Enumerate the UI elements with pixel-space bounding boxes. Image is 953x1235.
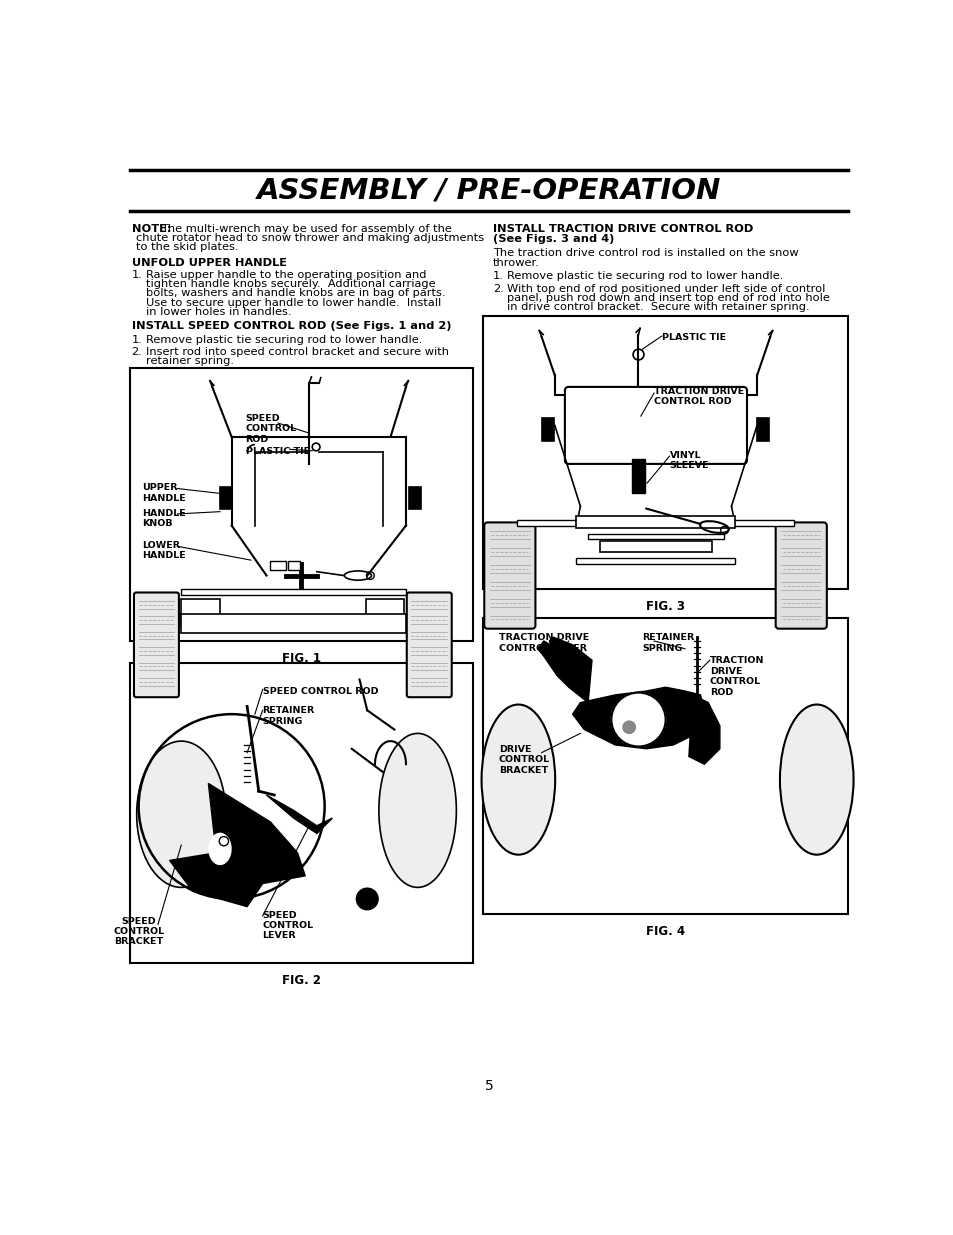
Bar <box>181 589 406 595</box>
Text: PLASTIC TIE: PLASTIC TIE <box>661 333 725 342</box>
Text: SPEED CONTROL ROD: SPEED CONTROL ROD <box>262 687 377 697</box>
Text: INSTALL TRACTION DRIVE CONTROL ROD: INSTALL TRACTION DRIVE CONTROL ROD <box>493 224 752 233</box>
Text: With top end of rod positioned under left side of control: With top end of rod positioned under lef… <box>506 284 824 294</box>
Text: RETAINER
SPRING: RETAINER SPRING <box>262 706 314 726</box>
Text: in lower holes in handles.: in lower holes in handles. <box>146 306 291 317</box>
Bar <box>576 516 735 527</box>
Bar <box>517 520 794 526</box>
Polygon shape <box>170 852 262 906</box>
FancyBboxPatch shape <box>775 522 826 629</box>
Bar <box>541 417 554 441</box>
Bar <box>483 618 847 914</box>
Circle shape <box>622 721 635 734</box>
Ellipse shape <box>209 834 231 864</box>
Text: Remove plastic tie securing rod to lower handle.: Remove plastic tie securing rod to lower… <box>506 272 782 282</box>
Text: Remove plastic tie securing rod to lower handle.: Remove plastic tie securing rod to lower… <box>146 335 421 345</box>
Bar <box>181 599 220 626</box>
Text: UNFOLD UPPER HANDLE: UNFOLD UPPER HANDLE <box>132 258 286 268</box>
Polygon shape <box>688 695 720 764</box>
Text: FIG. 3: FIG. 3 <box>645 600 684 614</box>
Text: 2.: 2. <box>132 347 142 357</box>
Polygon shape <box>266 795 332 834</box>
Text: SPEED
CONTROL
ROD: SPEED CONTROL ROD <box>245 414 296 443</box>
Text: SPEED
CONTROL
BRACKET: SPEED CONTROL BRACKET <box>113 916 164 946</box>
Bar <box>181 614 406 634</box>
Text: PLASTIC TIE: PLASTIC TIE <box>245 447 310 456</box>
FancyBboxPatch shape <box>133 593 179 698</box>
Text: VINYL
SLEEVE: VINYL SLEEVE <box>669 451 708 471</box>
Text: FIG. 2: FIG. 2 <box>281 973 320 987</box>
Text: The traction drive control rod is installed on the snow: The traction drive control rod is instal… <box>493 248 798 258</box>
Bar <box>409 487 421 509</box>
Bar <box>757 417 769 441</box>
Polygon shape <box>572 687 703 748</box>
Text: ASSEMBLY / PRE-OPERATION: ASSEMBLY / PRE-OPERATION <box>256 177 720 205</box>
Bar <box>288 561 299 571</box>
Text: thrower.: thrower. <box>493 258 539 268</box>
Text: SPEED
CONTROL
LEVER: SPEED CONTROL LEVER <box>262 910 314 940</box>
Text: The multi-wrench may be used for assembly of the: The multi-wrench may be used for assembl… <box>161 224 452 233</box>
Text: 1.: 1. <box>132 335 142 345</box>
FancyBboxPatch shape <box>484 522 535 629</box>
Text: 2.: 2. <box>493 284 503 294</box>
Text: Insert rod into speed control bracket and secure with: Insert rod into speed control bracket an… <box>146 347 448 357</box>
Text: in drive control bracket.  Secure with retainer spring.: in drive control bracket. Secure with re… <box>506 303 808 312</box>
Polygon shape <box>549 637 592 703</box>
Circle shape <box>611 693 665 746</box>
Text: retainer spring.: retainer spring. <box>146 356 233 366</box>
Text: 1.: 1. <box>132 270 142 280</box>
Text: FIG. 4: FIG. 4 <box>645 925 684 939</box>
Circle shape <box>356 888 377 910</box>
Ellipse shape <box>780 704 853 855</box>
Ellipse shape <box>378 734 456 888</box>
Text: DRIVE
CONTROL
BRACKET: DRIVE CONTROL BRACKET <box>498 745 550 774</box>
Bar <box>130 662 472 963</box>
Text: bolts, washers and handle knobs are in bag of parts.: bolts, washers and handle knobs are in b… <box>146 288 445 299</box>
Polygon shape <box>208 783 305 883</box>
Text: 5: 5 <box>484 1079 493 1093</box>
Text: 1.: 1. <box>493 272 503 282</box>
Text: (See Figs. 3 and 4): (See Figs. 3 and 4) <box>493 235 614 245</box>
Bar <box>587 534 723 540</box>
Text: tighten handle knobs securely.  Additional carriage: tighten handle knobs securely. Additiona… <box>146 279 435 289</box>
Text: FIG. 1: FIG. 1 <box>281 652 320 664</box>
Text: RETAINER
SPRING: RETAINER SPRING <box>641 634 694 653</box>
Text: panel, push rod down and insert top end of rod into hole: panel, push rod down and insert top end … <box>506 293 829 303</box>
Bar <box>270 561 286 571</box>
Bar <box>365 599 404 626</box>
Bar <box>130 368 472 641</box>
Polygon shape <box>537 641 587 703</box>
Text: TRACTION
DRIVE
CONTROL
ROD: TRACTION DRIVE CONTROL ROD <box>709 656 763 697</box>
Text: HANDLE
KNOB: HANDLE KNOB <box>142 509 186 527</box>
Text: NOTE:: NOTE: <box>132 224 171 233</box>
Bar <box>631 458 645 493</box>
Ellipse shape <box>136 741 226 888</box>
Bar <box>483 316 847 589</box>
FancyBboxPatch shape <box>406 593 452 698</box>
Text: INSTALL SPEED CONTROL ROD (See Figs. 1 and 2): INSTALL SPEED CONTROL ROD (See Figs. 1 a… <box>132 321 451 331</box>
FancyBboxPatch shape <box>564 387 746 464</box>
Text: chute rotator head to snow thrower and making adjustments: chute rotator head to snow thrower and m… <box>136 233 484 243</box>
Ellipse shape <box>481 704 555 855</box>
Bar <box>576 558 735 564</box>
Text: TRACTION DRIVE
CONTROL LEVER: TRACTION DRIVE CONTROL LEVER <box>498 634 589 653</box>
Text: to the skid plates.: to the skid plates. <box>136 242 238 252</box>
Bar <box>599 541 711 552</box>
Text: TRACTION DRIVE
CONTROL ROD: TRACTION DRIVE CONTROL ROD <box>654 387 743 406</box>
Text: Raise upper handle to the operating position and: Raise upper handle to the operating posi… <box>146 270 426 280</box>
Bar <box>220 487 233 509</box>
Circle shape <box>618 711 645 740</box>
Text: LOWER
HANDLE: LOWER HANDLE <box>142 541 186 561</box>
Text: UPPER
HANDLE: UPPER HANDLE <box>142 483 186 503</box>
Text: Use to secure upper handle to lower handle.  Install: Use to secure upper handle to lower hand… <box>146 298 440 308</box>
